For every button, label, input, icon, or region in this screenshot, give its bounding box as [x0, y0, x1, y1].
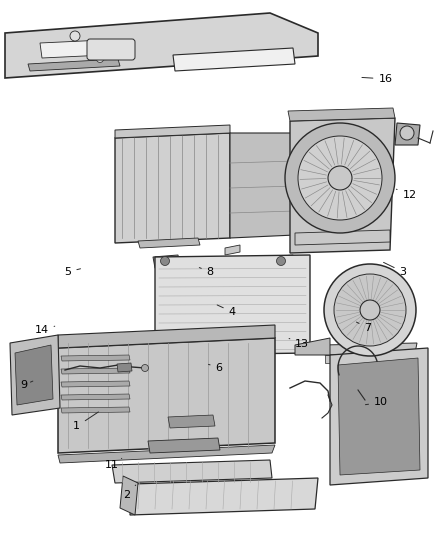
Polygon shape — [112, 460, 272, 483]
Text: 5: 5 — [64, 267, 81, 277]
Polygon shape — [40, 40, 105, 58]
Polygon shape — [385, 355, 395, 363]
Polygon shape — [400, 355, 410, 363]
Polygon shape — [120, 476, 138, 515]
Text: 9: 9 — [21, 380, 33, 390]
Circle shape — [360, 300, 380, 320]
Polygon shape — [153, 255, 180, 268]
Polygon shape — [395, 123, 420, 145]
Polygon shape — [138, 238, 200, 248]
Polygon shape — [225, 245, 240, 255]
Polygon shape — [323, 343, 417, 355]
Polygon shape — [115, 125, 230, 138]
Circle shape — [141, 365, 148, 372]
Circle shape — [160, 256, 170, 265]
Circle shape — [276, 256, 286, 265]
FancyBboxPatch shape — [87, 39, 135, 60]
Text: 7: 7 — [357, 322, 371, 333]
Circle shape — [328, 166, 352, 190]
Text: 6: 6 — [208, 363, 223, 373]
Polygon shape — [340, 355, 350, 363]
Polygon shape — [28, 59, 120, 71]
Polygon shape — [61, 381, 130, 387]
Polygon shape — [10, 335, 60, 415]
Polygon shape — [295, 230, 390, 245]
Text: 2: 2 — [124, 485, 136, 499]
Polygon shape — [330, 348, 428, 485]
Polygon shape — [61, 368, 130, 374]
Polygon shape — [115, 133, 230, 243]
Polygon shape — [58, 338, 275, 453]
Polygon shape — [270, 255, 295, 268]
Polygon shape — [290, 118, 395, 253]
Circle shape — [334, 274, 406, 346]
Polygon shape — [295, 338, 330, 355]
Text: 14: 14 — [35, 326, 55, 335]
Text: 8: 8 — [199, 267, 214, 277]
Text: 13: 13 — [289, 338, 309, 349]
Polygon shape — [117, 363, 132, 372]
Text: 10: 10 — [365, 398, 388, 407]
Circle shape — [70, 31, 80, 41]
Circle shape — [400, 126, 414, 140]
Polygon shape — [58, 325, 275, 348]
Polygon shape — [15, 345, 53, 405]
Polygon shape — [5, 13, 318, 78]
Polygon shape — [155, 255, 310, 355]
Text: 16: 16 — [362, 74, 392, 84]
Circle shape — [298, 136, 382, 220]
Polygon shape — [130, 478, 318, 515]
Polygon shape — [148, 438, 220, 453]
Circle shape — [96, 55, 103, 62]
Text: 11: 11 — [105, 458, 122, 470]
Polygon shape — [230, 133, 295, 238]
Polygon shape — [61, 407, 130, 413]
Polygon shape — [325, 355, 335, 363]
Text: 1: 1 — [73, 412, 99, 431]
Text: 12: 12 — [396, 189, 417, 199]
Polygon shape — [288, 108, 395, 121]
Text: 4: 4 — [217, 305, 236, 317]
Polygon shape — [338, 358, 420, 475]
Polygon shape — [58, 445, 275, 463]
Polygon shape — [61, 355, 130, 361]
Circle shape — [324, 264, 416, 356]
Circle shape — [285, 123, 395, 233]
Polygon shape — [168, 415, 215, 428]
Text: 3: 3 — [384, 262, 406, 277]
Polygon shape — [61, 394, 130, 400]
Polygon shape — [173, 48, 295, 71]
